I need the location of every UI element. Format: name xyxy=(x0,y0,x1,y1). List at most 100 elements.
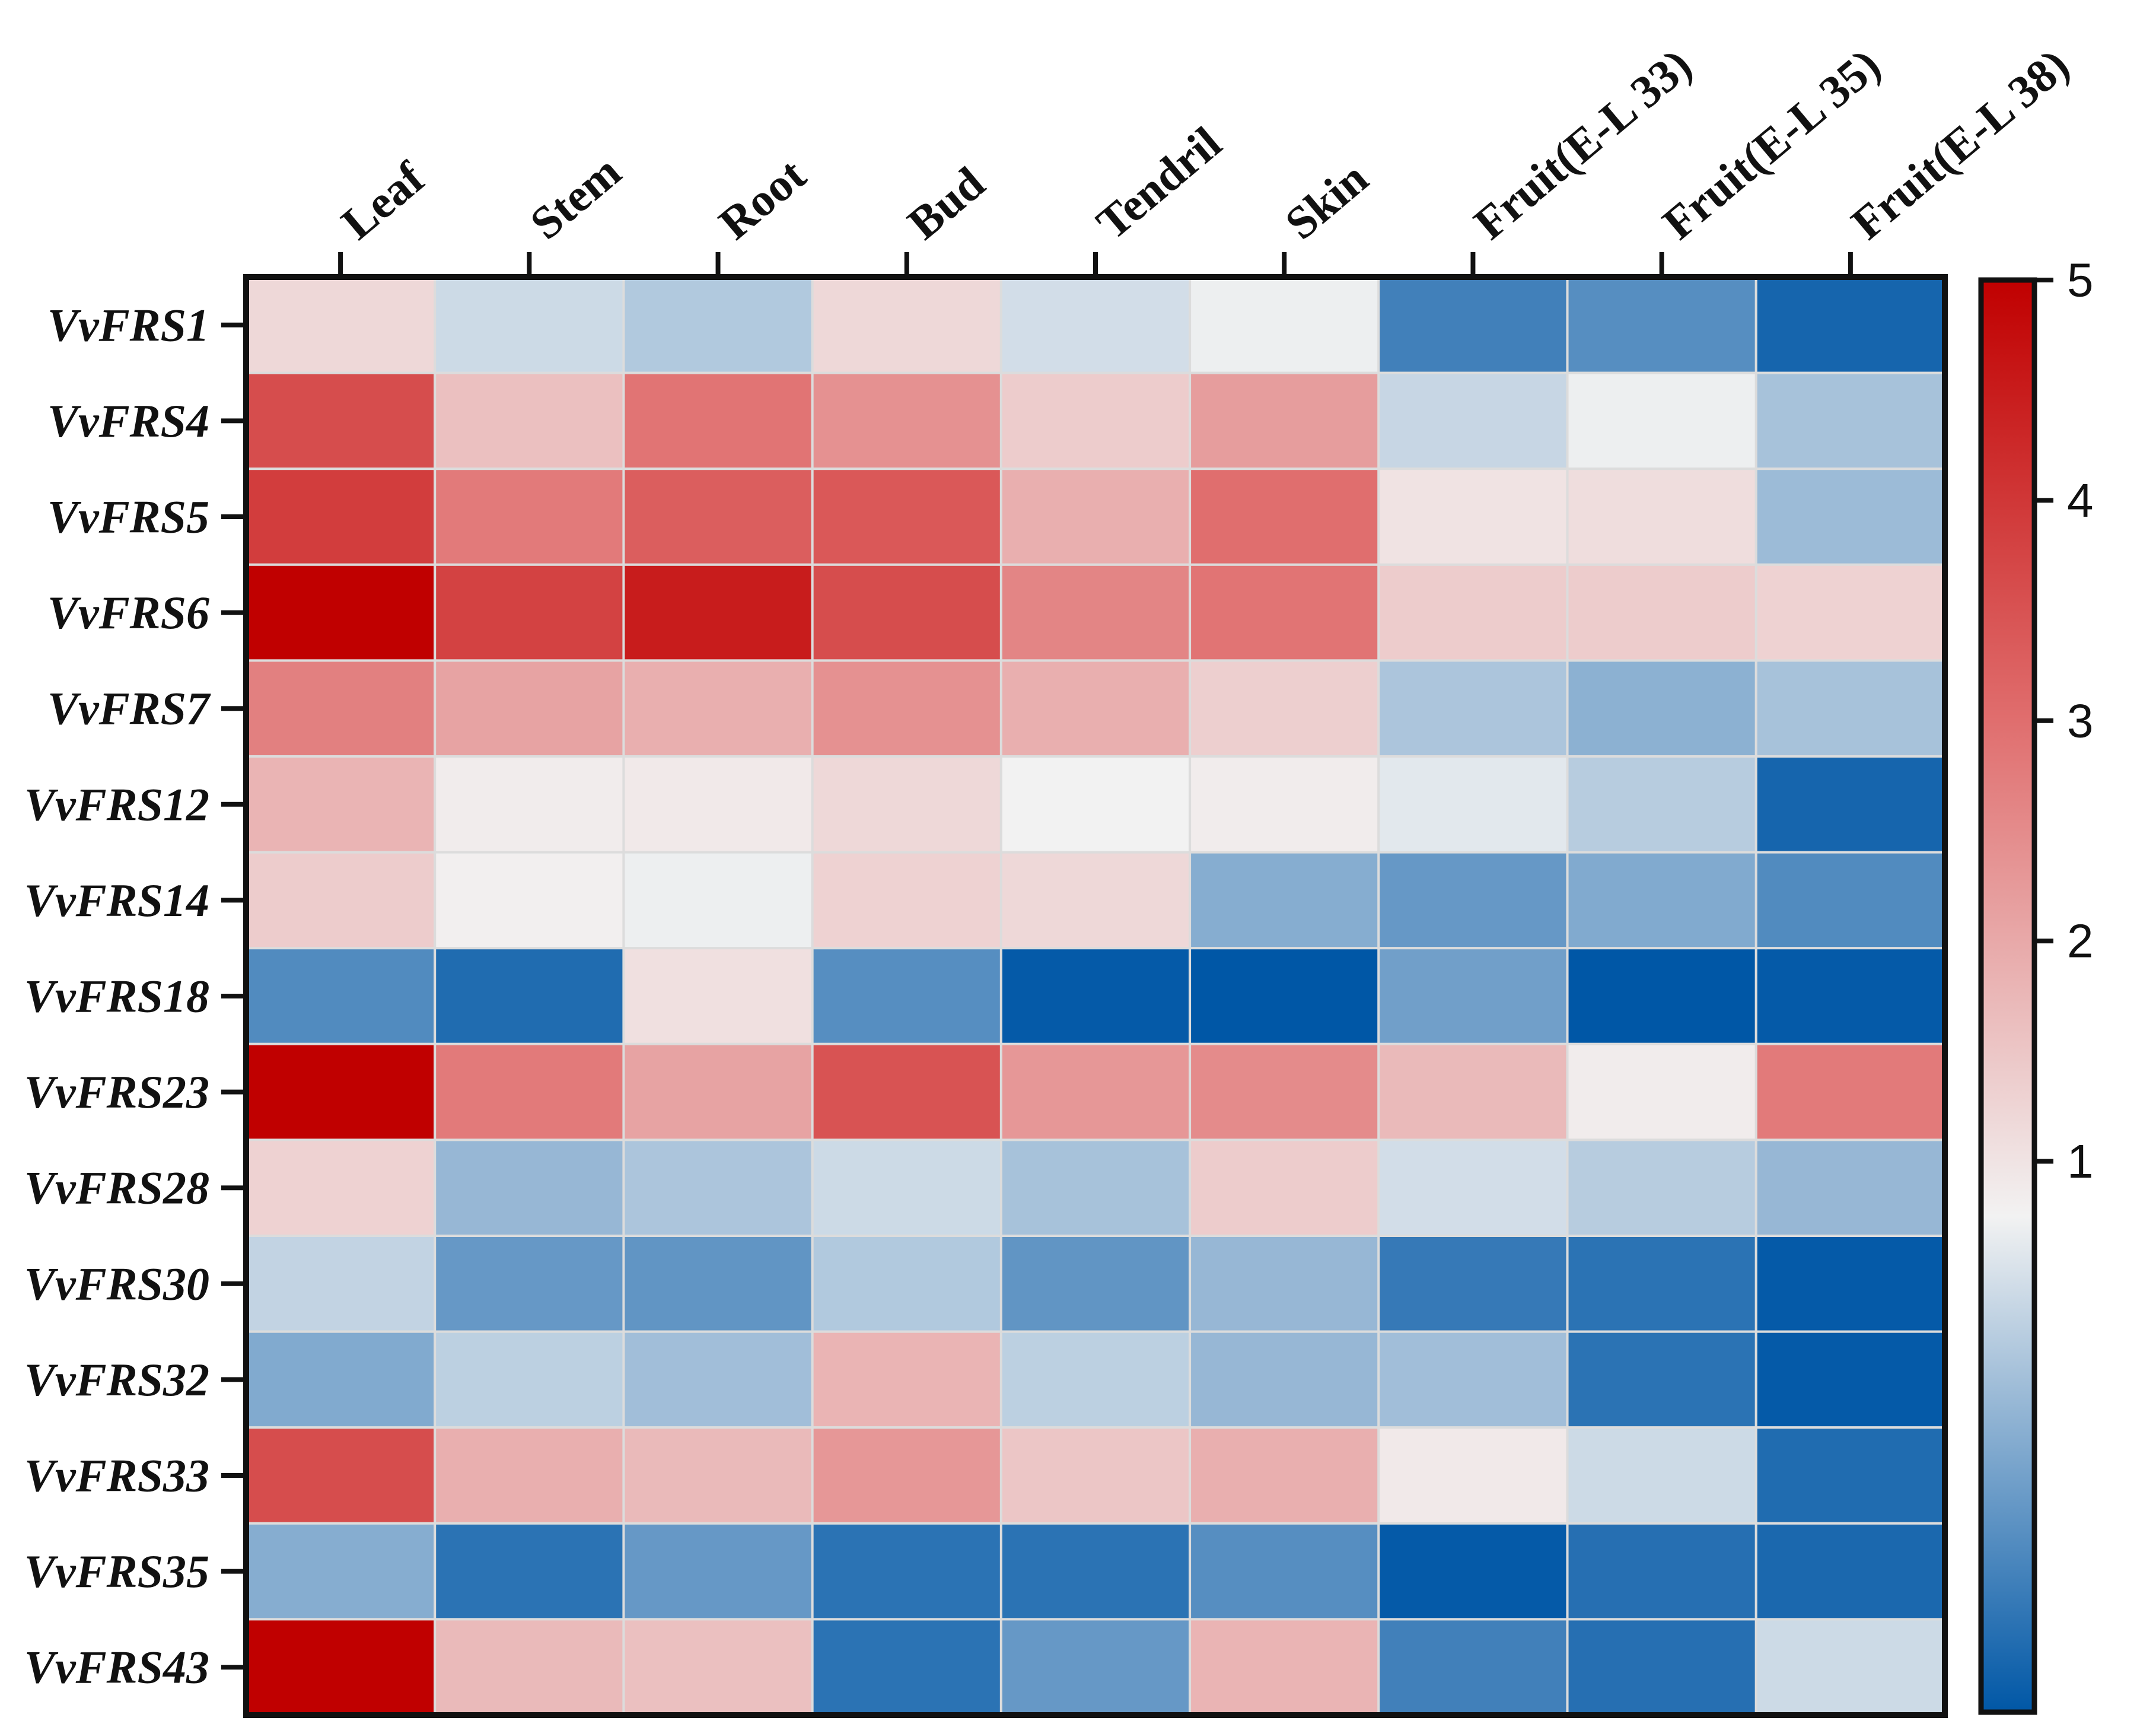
heatmap-cell xyxy=(1566,1330,1757,1429)
heatmap-cell xyxy=(999,1618,1192,1716)
heatmap-cell xyxy=(434,276,625,374)
heatmap-cell xyxy=(811,467,1002,566)
heatmap-cell xyxy=(811,276,1002,374)
colorbar-tick-label: 2 xyxy=(2067,915,2094,968)
heatmap-cell xyxy=(1189,276,1380,374)
heatmap-cell xyxy=(622,851,814,950)
row-label: VvFRS14 xyxy=(24,874,209,926)
row-label: VvFRS4 xyxy=(47,395,209,447)
heatmap-cell xyxy=(245,659,437,758)
colorbar-tick-label: 4 xyxy=(2067,474,2094,527)
heatmap-cell xyxy=(1189,1330,1380,1429)
heatmap-cell xyxy=(811,851,1002,950)
heatmap-cell xyxy=(811,659,1002,758)
heatmap-cell xyxy=(1377,1330,1569,1429)
colorbar-tick-label: 1 xyxy=(2067,1135,2094,1188)
heatmap-cell xyxy=(245,1235,437,1333)
heatmap-cell xyxy=(999,1522,1192,1621)
heatmap-cell xyxy=(434,947,625,1045)
heatmap-cell xyxy=(1189,1138,1380,1238)
heatmap-cell xyxy=(999,276,1192,374)
heatmap-cell xyxy=(1566,1522,1757,1621)
row-label: VvFRS1 xyxy=(47,299,209,351)
heatmap-cell xyxy=(622,467,814,566)
heatmap-cell xyxy=(1189,1426,1380,1525)
row-label: VvFRS33 xyxy=(24,1450,209,1502)
heatmap-cell xyxy=(245,1330,437,1429)
heatmap-cell xyxy=(622,371,814,470)
row-label: VvFRS28 xyxy=(24,1162,209,1214)
row-label: VvFRS18 xyxy=(24,971,209,1022)
heatmap-cell xyxy=(1754,659,1947,758)
heatmap-cell xyxy=(622,1426,814,1525)
heatmap-cell xyxy=(245,1522,437,1621)
heatmap-cell xyxy=(622,947,814,1045)
heatmap-cell xyxy=(1566,1426,1757,1525)
heatmap-cell xyxy=(622,1235,814,1333)
heatmap-cell xyxy=(1566,947,1757,1045)
heatmap-cell xyxy=(1377,467,1569,566)
colorbar: 1 2 3 4 5 xyxy=(1978,254,2094,1715)
heatmap-cell xyxy=(1377,1138,1569,1238)
heatmap-cell xyxy=(999,1138,1192,1238)
colorbar-ticks: 1 2 3 4 5 xyxy=(2034,254,2094,1188)
column-label: Leaf xyxy=(332,151,434,249)
heatmap-cell xyxy=(1754,851,1947,950)
heatmap-cell xyxy=(1377,371,1569,470)
heatmap-cell xyxy=(1566,467,1757,566)
heatmap-cell xyxy=(1377,1522,1569,1621)
heatmap-cell xyxy=(811,1042,1002,1141)
heatmap-cell xyxy=(1754,276,1947,374)
heatmap-cell xyxy=(1566,755,1757,854)
row-label: VvFRS43 xyxy=(24,1642,209,1693)
heatmap-cell xyxy=(622,659,814,758)
heatmap-cell xyxy=(1189,1522,1380,1621)
heatmap-cell xyxy=(434,1618,625,1716)
heatmap-cell xyxy=(1754,1042,1947,1141)
heatmap-cell xyxy=(245,1426,437,1525)
heatmap-cell xyxy=(811,563,1002,662)
heatmap-cell xyxy=(999,1235,1192,1333)
heatmap-cell xyxy=(1377,1042,1569,1141)
heatmap-cell xyxy=(245,563,437,662)
row-label: VvFRS6 xyxy=(47,587,209,638)
heatmap-cell xyxy=(434,755,625,854)
heatmap-cell xyxy=(999,467,1192,566)
heatmap-cell xyxy=(434,1522,625,1621)
column-label: Stem xyxy=(520,145,630,249)
heatmap-cell xyxy=(1189,563,1380,662)
heatmap-cell xyxy=(1377,659,1569,758)
heatmap-cell xyxy=(1189,1618,1380,1716)
heatmap-cell xyxy=(434,563,625,662)
heatmap-cell xyxy=(811,1235,1002,1333)
heatmap-cell xyxy=(1377,1235,1569,1333)
heatmap-cell xyxy=(1377,1426,1569,1525)
heatmap-cell xyxy=(434,1330,625,1429)
heatmap-cell xyxy=(434,1235,625,1333)
heatmap-cell xyxy=(1377,851,1569,950)
heatmap-cell xyxy=(1189,1235,1380,1333)
heatmap-cell xyxy=(811,371,1002,470)
heatmap-cell xyxy=(1189,659,1380,758)
heatmap-cell xyxy=(811,755,1002,854)
heatmap-cell xyxy=(1377,947,1569,1045)
heatmap-cell xyxy=(434,371,625,470)
heatmap-cell xyxy=(1754,1426,1947,1525)
heatmap-cell xyxy=(1754,563,1947,662)
heatmap-cell xyxy=(1566,1235,1757,1333)
heatmap-cell xyxy=(622,1330,814,1429)
row-label: VvFRS12 xyxy=(24,778,209,830)
heatmap-cell xyxy=(1566,1618,1757,1716)
row-label: VvFRS35 xyxy=(24,1545,209,1597)
heatmap-cell xyxy=(811,947,1002,1045)
heatmap-cell xyxy=(1754,1522,1947,1621)
column-label: Skin xyxy=(1275,152,1377,249)
column-axis: Leaf Stem Root Bud Tendril Skin Fruit(E-L 33)F… xyxy=(332,39,2078,277)
heatmap-cell xyxy=(1566,276,1757,374)
heatmap-cell xyxy=(1754,947,1947,1045)
heatmap-cell xyxy=(1377,755,1569,854)
heatmap-cell xyxy=(245,851,437,950)
heatmap-cell xyxy=(434,1042,625,1141)
heatmap-cell xyxy=(1377,276,1569,374)
